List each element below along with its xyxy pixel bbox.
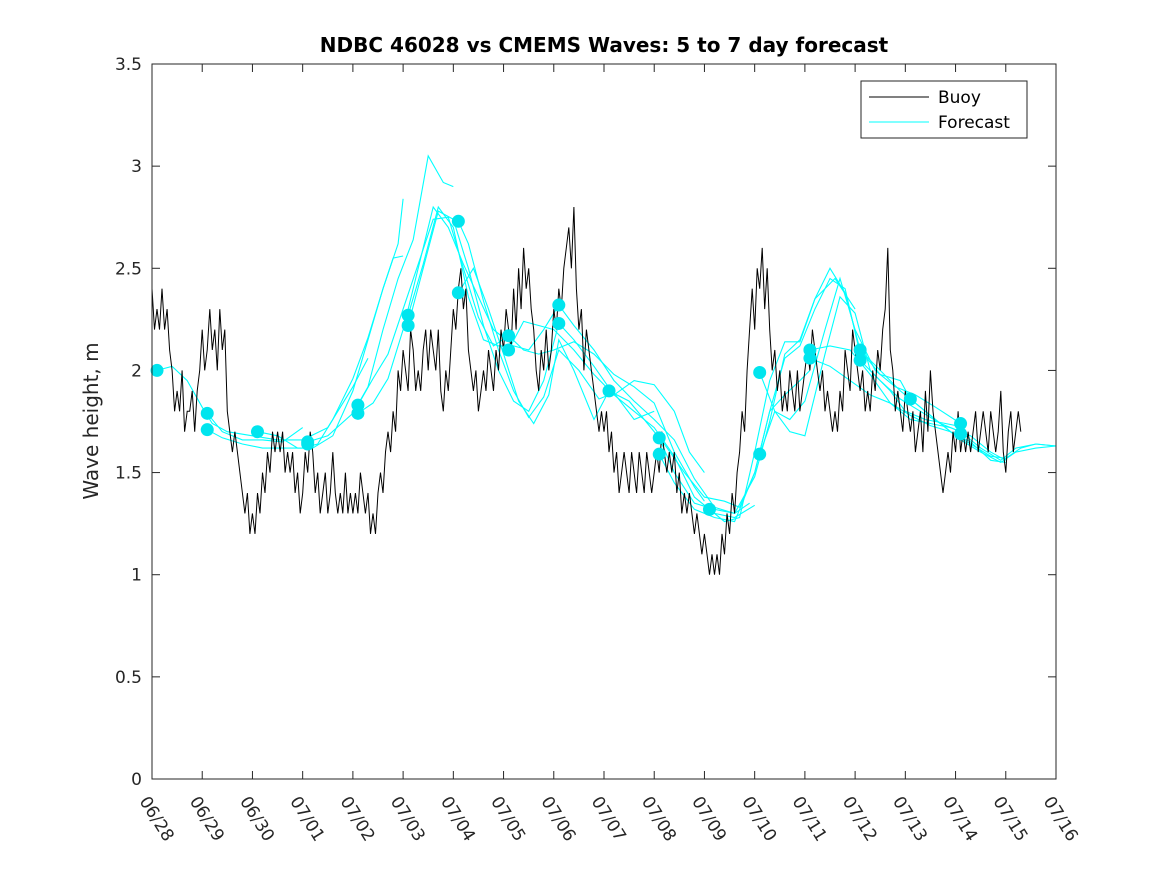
forecast-marker xyxy=(451,214,465,228)
forecast-line xyxy=(407,205,560,351)
forecast-marker xyxy=(301,437,315,451)
legend-box xyxy=(860,80,1028,139)
y-tick-label: 2.5 xyxy=(115,259,142,279)
y-tick-label: 1 xyxy=(131,566,142,586)
legend: Buoy Forecast xyxy=(860,80,1028,139)
forecast-marker xyxy=(552,316,566,330)
y-tick-label: 1.5 xyxy=(115,464,142,484)
forecast-marker xyxy=(250,425,264,439)
forecast-marker xyxy=(602,384,616,398)
forecast-marker xyxy=(150,363,164,377)
forecast-line xyxy=(658,277,861,523)
forecast-marker xyxy=(200,423,214,437)
forecast-marker xyxy=(702,502,716,516)
forecast-line xyxy=(558,323,755,519)
forecast-line xyxy=(759,276,961,424)
forecast-marker xyxy=(954,417,968,431)
y-tick-label: 0.5 xyxy=(115,668,142,688)
forecast-line xyxy=(759,295,966,455)
y-tick-label: 3 xyxy=(131,157,142,177)
forecast-line xyxy=(357,205,509,414)
y-tick-label: 2 xyxy=(131,361,142,381)
forecast-line xyxy=(407,210,560,413)
forecast-marker xyxy=(401,318,415,332)
forecast-line xyxy=(508,320,705,473)
forecast-marker xyxy=(803,351,817,365)
plot-frame xyxy=(151,63,1057,780)
forecast-marker xyxy=(401,308,415,322)
forecast-marker xyxy=(502,329,516,343)
forecast-marker xyxy=(903,392,917,406)
forecast-marker xyxy=(451,286,465,300)
legend-buoy-label: Buoy xyxy=(938,88,981,108)
forecast-marker xyxy=(753,447,767,461)
forecast-marker xyxy=(753,365,767,379)
forecast-marker xyxy=(200,406,214,420)
buoy-line xyxy=(151,206,1022,575)
forecast-line xyxy=(206,412,304,443)
forecast-marker xyxy=(853,353,867,367)
y-tick-label: 3.5 xyxy=(115,55,142,75)
forecast-line xyxy=(457,267,610,425)
y-axis-label: Wave height, m xyxy=(79,342,103,499)
forecast-line xyxy=(910,398,1057,459)
forecast-line xyxy=(257,198,404,449)
forecast-marker xyxy=(652,447,666,461)
forecast-marker xyxy=(502,343,516,357)
forecast-marker xyxy=(954,427,968,441)
chart-title: NDBC 46028 vs CMEMS Waves: 5 to 7 day fo… xyxy=(320,33,889,57)
y-tick-label: 0 xyxy=(131,770,142,790)
forecast-marker xyxy=(351,406,365,420)
forecast-line xyxy=(307,154,454,443)
forecast-line xyxy=(558,304,750,515)
forecast-marker xyxy=(652,431,666,445)
forecast-marker xyxy=(552,298,566,312)
forecast-marker xyxy=(853,343,867,357)
legend-forecast-label: Forecast xyxy=(938,113,1010,133)
